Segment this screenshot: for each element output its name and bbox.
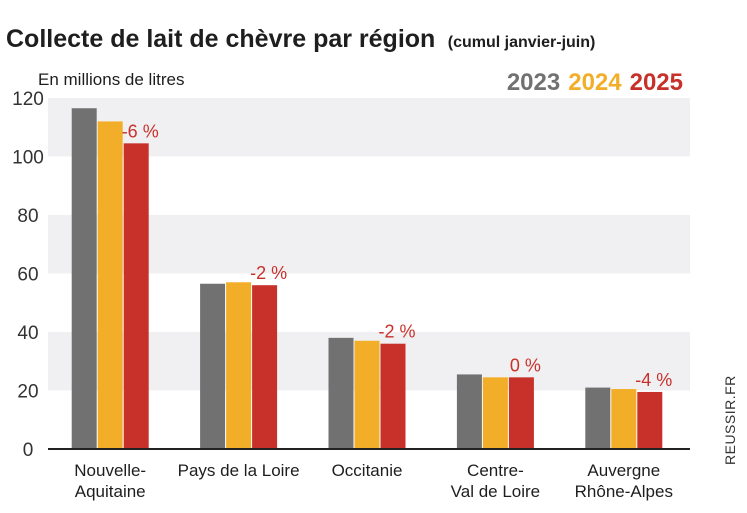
source-credit: REUSSIR.FR: [722, 375, 738, 465]
data-labels: -6 % -2 % -2 % 0 % -4 %: [122, 121, 673, 390]
legend: 2023 2024 2025: [507, 69, 683, 96]
chart-subtitle: (cumul janvier-juin): [448, 34, 596, 51]
y-axis-unit-label: En millions de litres: [38, 70, 184, 89]
legend-entry-2023: 2023: [507, 69, 560, 96]
y-axis-ticks: 0 20 40 60 80 100 120: [12, 89, 44, 461]
bar-2023: [585, 387, 611, 449]
bar-2023: [71, 108, 97, 450]
y-tick-label: 20: [17, 382, 38, 403]
x-tick-label: Pays de la Loire: [178, 461, 300, 480]
x-tick-label-line: Centre-: [467, 461, 524, 480]
bar-2023: [328, 337, 354, 449]
bar-2025: [637, 391, 663, 449]
x-tick-label-line: Nouvelle-: [74, 461, 146, 480]
bar-2023: [200, 283, 226, 449]
data-label-change: -4 %: [635, 370, 672, 390]
x-tick-label-line: Auvergne: [587, 461, 660, 480]
legend-entry-2024: 2024: [568, 69, 622, 96]
bar-2024: [226, 282, 252, 449]
bars: [71, 108, 663, 450]
chart-title-main: Collecte de lait de chèvre par région: [6, 25, 435, 53]
data-label-change: -2 %: [378, 322, 415, 342]
bar-2024: [611, 389, 637, 449]
data-label-change: 0 %: [510, 355, 541, 375]
grid-band: [48, 98, 690, 157]
y-tick-label: 80: [17, 206, 38, 227]
bar-2025: [252, 285, 278, 449]
x-tick-label-line: Pays de la Loire: [178, 461, 300, 480]
x-tick-label-line: Rhône-Alpes: [575, 482, 673, 501]
y-tick-label: 120: [12, 89, 44, 110]
x-tick-label-line: Aquitaine: [75, 482, 146, 501]
bar-2025: [508, 377, 534, 449]
y-tick-label: 100: [12, 148, 44, 169]
x-tick-label: Nouvelle- Aquitaine: [74, 461, 146, 501]
bar-2023: [456, 374, 482, 449]
bar-2025: [380, 343, 406, 449]
chart-title: Collecte de lait de chèvre par région (c…: [6, 25, 595, 53]
x-axis-ticks: Nouvelle- Aquitaine Pays de la Loire Occita…: [74, 461, 673, 501]
data-label-change: -6 %: [122, 121, 159, 141]
grid-band: [48, 215, 690, 274]
bar-2024: [354, 340, 380, 449]
y-tick-label: 40: [17, 323, 38, 344]
bar-2024: [97, 121, 123, 450]
data-label-change: -2 %: [250, 263, 287, 283]
legend-entries: 2023 2024 2025: [507, 69, 683, 96]
x-tick-label: Auvergne Rhône-Alpes: [575, 461, 673, 501]
y-tick-label: 60: [17, 265, 38, 286]
y-tick-label: 0: [23, 440, 34, 461]
x-tick-label-line: Occitanie: [332, 461, 403, 480]
x-tick-label: Centre- Val de Loire: [451, 461, 540, 501]
x-tick-label: Occitanie: [332, 461, 403, 480]
legend-entry-2025: 2025: [630, 69, 683, 96]
bar-2024: [482, 377, 508, 449]
bar-2025: [123, 143, 149, 449]
x-tick-label-line: Val de Loire: [451, 482, 540, 501]
